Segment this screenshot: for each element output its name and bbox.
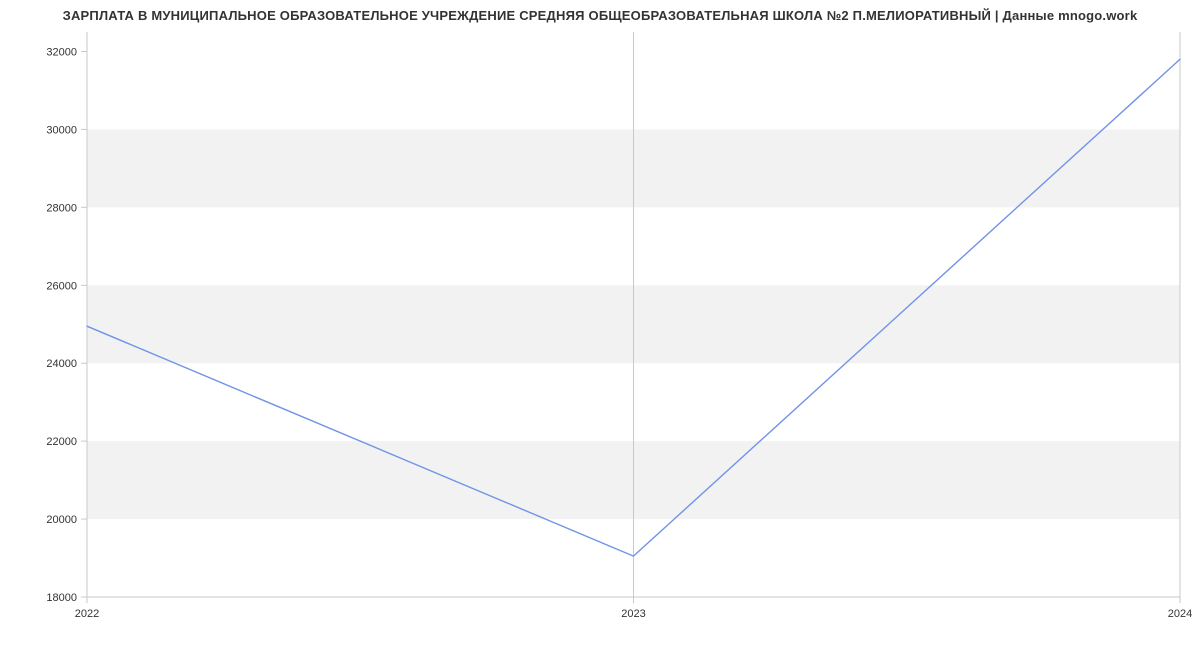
svg-text:22000: 22000 xyxy=(46,436,77,448)
chart-svg: 18000 20000 22000 24000 26000 28000 30000 32000… xyxy=(0,0,1200,650)
svg-text:32000: 32000 xyxy=(46,46,77,58)
svg-text:2024: 2024 xyxy=(1168,608,1192,620)
chart-title: ЗАРПЛАТА В МУНИЦИПАЛЬНОЕ ОБРАЗОВАТЕЛЬНОЕ… xyxy=(0,8,1200,23)
svg-text:28000: 28000 xyxy=(46,202,77,214)
svg-text:2022: 2022 xyxy=(75,608,99,620)
svg-text:30000: 30000 xyxy=(46,124,77,136)
svg-text:26000: 26000 xyxy=(46,280,77,292)
svg-text:24000: 24000 xyxy=(46,358,77,370)
svg-text:20000: 20000 xyxy=(46,514,77,526)
svg-text:18000: 18000 xyxy=(46,592,77,604)
salary-line-chart: ЗАРПЛАТА В МУНИЦИПАЛЬНОЕ ОБРАЗОВАТЕЛЬНОЕ… xyxy=(0,0,1200,650)
svg-text:2023: 2023 xyxy=(621,608,645,620)
